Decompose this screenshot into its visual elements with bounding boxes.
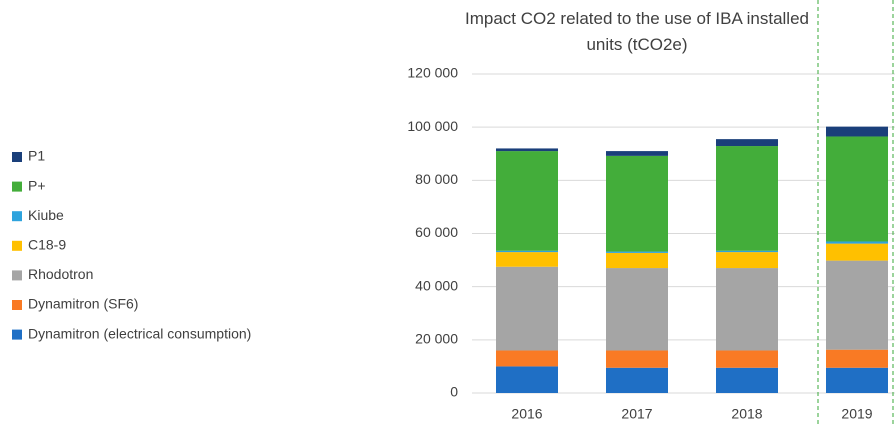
bar-segment (496, 250, 558, 253)
x-tick-label: 2016 (511, 406, 542, 422)
legend-swatch (12, 329, 22, 340)
y-tick-label: 80 000 (415, 171, 458, 187)
y-tick-label: 60 000 (415, 224, 458, 240)
bar-segment (606, 155, 668, 252)
bar-segment (826, 349, 888, 368)
y-tick-label: 120 000 (407, 65, 458, 81)
bar-segment (716, 367, 778, 393)
bar-segment (826, 136, 888, 242)
bar-segment (606, 268, 668, 351)
bar-segment (606, 367, 668, 393)
bar-segment (716, 252, 778, 269)
bar-segment (496, 350, 558, 367)
legend-swatch (12, 211, 22, 222)
chart-title: Impact CO2 related to the use of IBA ins… (465, 9, 809, 54)
legend-label: Kiube (28, 207, 64, 223)
legend-label: Rhodotron (28, 266, 93, 282)
x-tick-label: 2018 (731, 406, 762, 422)
legend-swatch (12, 152, 22, 162)
bar-segment (826, 243, 888, 261)
x-tick-label: 2017 (621, 406, 652, 422)
legend-swatch (12, 300, 22, 310)
bar-segment (496, 148, 558, 152)
bar-segment (496, 266, 558, 351)
bar-segment (716, 268, 778, 351)
legend-swatch (12, 240, 22, 251)
bar-segment (496, 366, 558, 393)
bar-segment (826, 241, 888, 244)
bar-segment (716, 139, 778, 147)
bar-segment (606, 252, 668, 269)
legend-label: P+ (28, 177, 46, 193)
bar-segment (606, 151, 668, 156)
bar-segment (496, 151, 558, 251)
bar-segment (826, 126, 888, 137)
bar-segment (496, 252, 558, 267)
bar-segment (606, 251, 668, 253)
bar-segment (606, 350, 668, 368)
bar-segment (716, 146, 778, 251)
legend-label: Dynamitron (SF6) (28, 296, 138, 312)
y-tick-label: 100 000 (407, 118, 458, 134)
x-tick-label: 2019 (841, 406, 872, 422)
legend-swatch (12, 270, 22, 281)
y-tick-label: 40 000 (415, 277, 458, 293)
bar-segment (826, 367, 888, 393)
legend-label: C18-9 (28, 237, 66, 253)
plot: 0 20 000 40 000 60 000 80 000 100 000 120 000 2… (12, 65, 895, 422)
legend-swatch (12, 181, 22, 192)
legend-label: Dynamitron (electrical consumption) (28, 325, 251, 341)
y-tick-label: 0 (450, 384, 458, 400)
bar-segment (716, 350, 778, 368)
y-tick-label: 20 000 (415, 331, 458, 347)
bar-segment (826, 260, 888, 350)
bar-segment (716, 250, 778, 253)
legend-label: P1 (28, 148, 45, 164)
